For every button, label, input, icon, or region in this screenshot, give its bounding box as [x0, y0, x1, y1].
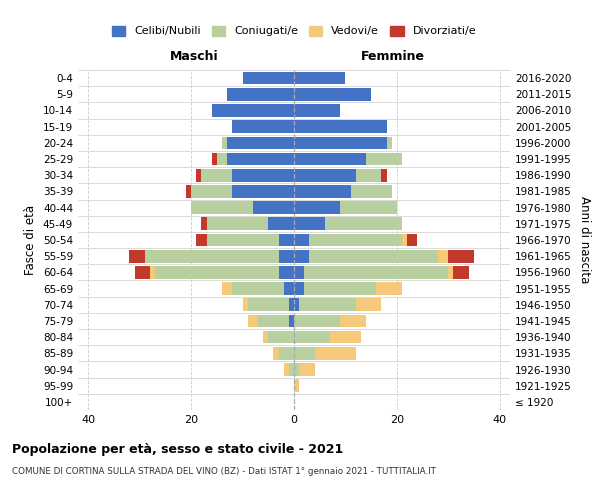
Bar — [258, 314, 289, 328]
Bar — [289, 363, 294, 376]
Text: Maschi: Maschi — [170, 50, 219, 63]
Bar — [268, 218, 294, 230]
Bar — [278, 250, 294, 262]
Bar — [222, 282, 232, 295]
Bar — [350, 185, 392, 198]
Bar — [376, 282, 402, 295]
Bar — [294, 202, 340, 214]
Bar — [196, 234, 206, 246]
Text: COMUNE DI CORTINA SULLA STRADA DEL VINO (BZ) - Dati ISTAT 1° gennaio 2021 - TUTT: COMUNE DI CORTINA SULLA STRADA DEL VINO … — [12, 468, 436, 476]
Bar — [186, 185, 191, 198]
Bar — [294, 136, 386, 149]
Bar — [294, 314, 340, 328]
Bar — [314, 347, 356, 360]
Bar — [268, 331, 294, 344]
Bar — [448, 250, 474, 262]
Bar — [448, 266, 454, 278]
Bar — [232, 282, 284, 295]
Bar — [263, 331, 268, 344]
Bar — [366, 152, 402, 166]
Bar — [330, 331, 361, 344]
Bar — [232, 185, 294, 198]
Bar — [227, 88, 294, 101]
Bar — [299, 298, 356, 311]
Bar — [304, 282, 376, 295]
Bar — [196, 169, 202, 181]
Bar — [150, 266, 155, 278]
Bar — [294, 185, 350, 198]
Bar — [206, 218, 268, 230]
Bar — [232, 169, 294, 181]
Bar — [130, 250, 145, 262]
Bar — [227, 136, 294, 149]
Bar — [294, 120, 386, 133]
Bar — [340, 202, 397, 214]
Bar — [242, 298, 248, 311]
Bar — [248, 298, 289, 311]
Bar — [325, 218, 402, 230]
Text: Femmine: Femmine — [361, 50, 425, 63]
Bar — [294, 282, 304, 295]
Bar — [310, 250, 438, 262]
Bar — [145, 250, 278, 262]
Bar — [206, 234, 278, 246]
Bar — [253, 202, 294, 214]
Bar — [278, 234, 294, 246]
Bar — [294, 250, 310, 262]
Bar — [310, 234, 402, 246]
Bar — [386, 136, 392, 149]
Bar — [294, 363, 299, 376]
Bar — [294, 152, 366, 166]
Bar — [284, 363, 289, 376]
Bar — [356, 169, 382, 181]
Bar — [294, 104, 340, 117]
Bar — [294, 298, 299, 311]
Bar — [278, 266, 294, 278]
Bar — [217, 152, 227, 166]
Bar — [340, 314, 366, 328]
Bar — [382, 169, 386, 181]
Bar — [294, 234, 310, 246]
Bar — [278, 347, 294, 360]
Bar — [356, 298, 382, 311]
Bar — [274, 347, 278, 360]
Bar — [294, 88, 371, 101]
Bar — [299, 363, 314, 376]
Bar — [227, 152, 294, 166]
Bar — [407, 234, 418, 246]
Bar — [222, 136, 227, 149]
Bar — [304, 266, 448, 278]
Bar — [294, 169, 356, 181]
Bar — [294, 218, 325, 230]
Legend: Celibi/Nubili, Coniugati/e, Vedovi/e, Divorziati/e: Celibi/Nubili, Coniugati/e, Vedovi/e, Di… — [107, 21, 481, 41]
Bar — [202, 218, 206, 230]
Bar — [294, 72, 346, 85]
Bar — [212, 152, 217, 166]
Bar — [248, 314, 258, 328]
Y-axis label: Anni di nascita: Anni di nascita — [578, 196, 591, 284]
Bar — [289, 314, 294, 328]
Bar — [191, 202, 253, 214]
Bar — [134, 266, 150, 278]
Bar — [284, 282, 294, 295]
Bar — [454, 266, 469, 278]
Bar — [191, 185, 232, 198]
Bar — [294, 331, 330, 344]
Text: Popolazione per età, sesso e stato civile - 2021: Popolazione per età, sesso e stato civil… — [12, 442, 343, 456]
Bar — [202, 169, 232, 181]
Bar — [242, 72, 294, 85]
Bar — [294, 347, 314, 360]
Bar — [289, 298, 294, 311]
Bar — [402, 234, 407, 246]
Bar — [212, 104, 294, 117]
Bar — [294, 266, 304, 278]
Y-axis label: Fasce di età: Fasce di età — [25, 205, 37, 275]
Bar — [232, 120, 294, 133]
Bar — [438, 250, 448, 262]
Bar — [294, 380, 299, 392]
Bar — [155, 266, 278, 278]
